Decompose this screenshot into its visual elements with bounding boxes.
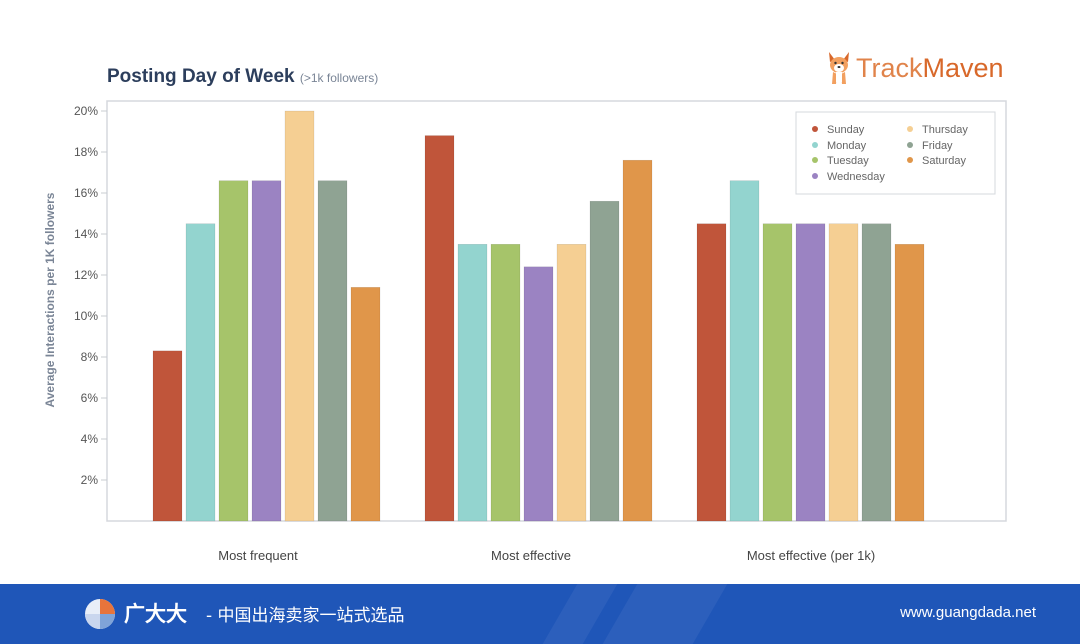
pie-globe-icon [85,599,115,629]
legend-label-friday: Friday [922,140,953,152]
y-tick-label: 2% [81,473,99,487]
footer-brand: 广大大 [124,602,187,626]
bar-tuesday-3 [762,223,793,522]
legend-swatch-tuesday [812,157,818,163]
bar-thursday-1 [284,110,315,522]
y-tick-label: 4% [81,432,99,446]
legend-swatch-monday [812,142,818,148]
legend-label-sunday: Sunday [827,124,865,136]
bar-saturday-2 [622,159,653,522]
y-tick-label: 16% [74,186,98,200]
bar-friday-1 [317,180,348,522]
legend-label-thursday: Thursday [922,124,968,136]
y-tick-label: 6% [81,391,99,405]
bar-friday-2 [589,200,620,522]
bar-friday-3 [861,223,892,522]
bar-wednesday-1 [251,180,282,522]
bar-tuesday-1 [218,180,249,522]
bar-thursday-3 [828,223,859,522]
legend-swatch-friday [907,142,913,148]
corgi-dog-icon [829,52,849,84]
legend-swatch-thursday [907,126,913,132]
y-axis-label: Average Interactions per 1K followers [43,192,57,407]
legend-label-monday: Monday [827,140,867,152]
bar-saturday-1 [350,287,381,522]
chart-subtitle: (>1k followers) [299,71,379,85]
footer-url[interactable]: www.guangdada.net [900,604,1036,621]
bar-thursday-2 [556,244,587,522]
legend-label-saturday: Saturday [922,155,967,167]
bar-monday-2 [457,244,488,522]
legend-swatch-wednesday [812,173,818,179]
footer-slogan: - 中国出海卖家一站式选品 [206,606,405,626]
y-tick-label: 18% [74,145,98,159]
plot-frame [106,100,1007,522]
trackmaven-logo: TrackMaven [826,48,1006,88]
y-tick-label: 12% [74,268,98,282]
y-tick-label: 10% [74,309,98,323]
bar-wednesday-3 [795,223,826,522]
legend-swatch-saturday [907,157,913,163]
x-category-label: Most frequent [218,548,298,563]
bar-chart: 2% 4% 6% 8% 10% 12% 14% 16% 18% 20% Average Intera… [43,100,1007,563]
bar-saturday-3 [894,244,925,522]
y-tick-label: 14% [74,227,98,241]
legend-swatch-sunday [812,126,818,132]
legend-label-tuesday: Tuesday [827,155,869,167]
legend-label-wednesday: Wednesday [827,171,885,183]
x-category-label: Most effective [491,548,571,563]
chart-title-text: Posting Day of Week [107,66,295,87]
bar-sunday-2 [424,135,455,522]
footer-stripe [542,584,618,644]
footer-banner: 广大大 - 中国出海卖家一站式选品 www.guangdada.net [0,584,1080,644]
bar-sunday-1 [152,350,183,522]
bar-wednesday-2 [523,266,554,522]
logo-wordmark: TrackMaven [856,53,1004,84]
y-tick-label: 8% [81,350,99,364]
y-tick-label: 20% [74,104,98,118]
bar-sunday-3 [696,223,727,522]
logo-text-track: Track [856,52,923,83]
bar-tuesday-2 [490,244,521,522]
footer-stripe [602,584,728,644]
x-category-label: Most effective (per 1k) [747,548,875,563]
legend-box [795,111,996,195]
chart-title: Posting Day of Week (>1k followers) [107,66,378,88]
logo-text-maven: Maven [922,52,1004,83]
bar-monday-3 [729,180,760,522]
bar-monday-1 [185,223,216,522]
